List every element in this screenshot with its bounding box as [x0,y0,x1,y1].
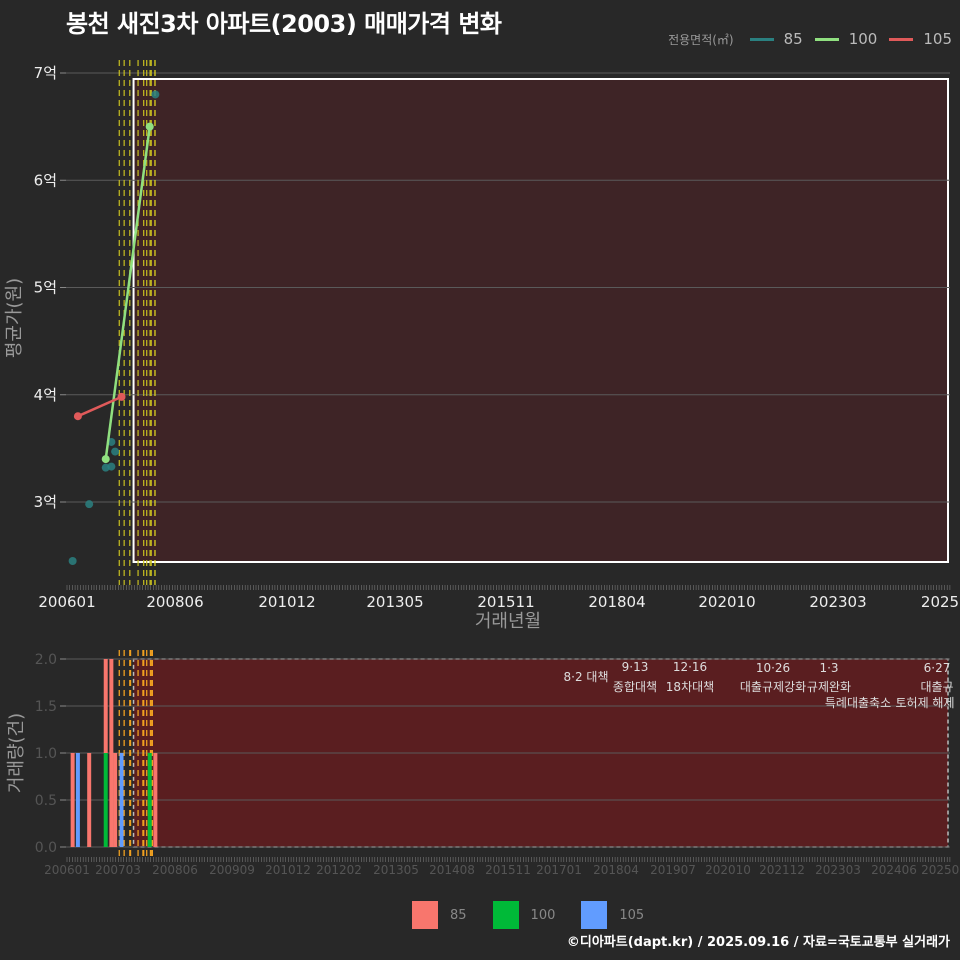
x-tick-label: 200703 [95,863,141,877]
x-tick-label: 201305 [373,863,419,877]
x-tick-label: 201305 [366,593,423,611]
annotation-text: 대출규 [920,680,953,694]
y-tick-label: 4억 [34,386,57,404]
x-tick-label: 201408 [429,863,475,877]
x-tick-label: 202010 [705,863,751,877]
data-point-85 [151,90,160,99]
x-tick-label: 200909 [209,863,255,877]
x-axis-title: 거래년월 [475,611,541,632]
legend-box-100 [492,901,519,929]
x-tick-label: 201511 [477,593,534,611]
x-tick-label: 201511 [485,863,531,877]
annotation-text: 특례대출축소 [825,696,891,710]
y-axis-title: 평균가(원) [4,278,25,358]
bar-85 [109,659,114,847]
annotation-date: 9·13 [622,660,649,674]
x-tick-label: 200806 [146,593,203,611]
x-tick-label: 202010 [698,593,755,611]
legend-top: 전용면적(㎡) 85 100 105 [668,30,952,48]
series-line-100 [104,126,151,460]
x-tick-label: 200806 [152,863,198,877]
x-tick-label: 202303 [815,863,861,877]
data-point-85 [107,462,116,471]
data-point-105 [117,392,126,401]
x-tick-label: 201012 [265,863,311,877]
bar-105 [75,753,80,847]
annotation-text: 종합대책 [613,679,657,694]
legend-label-105: 105 [923,30,952,48]
x-tick-label: 202406 [871,863,917,877]
y-tick-label: 1.0 [35,746,57,762]
legend-label-85: 85 [783,30,803,48]
x-tick-label: 200601 [44,863,90,877]
x-tick-label: 2025 [921,593,959,611]
annotation-text: 규제완화 [807,680,851,694]
annotation-text: 대출규제강화 [740,680,806,694]
annotation-date: 9·7 [848,0,867,3]
data-point-85 [85,500,94,509]
bar-85 [103,659,108,753]
x-tick-label: 202112 [759,863,805,877]
bar-85 [87,753,92,847]
bar-85 [70,753,75,847]
annotation-text: 8·2 대책 [564,669,609,684]
y-tick-label: 5억 [34,279,57,297]
bar-100 [103,753,108,847]
x-tick-label: 201804 [593,863,639,877]
x-tick-label: 201804 [588,593,645,611]
legend-label-100: 100 [848,30,878,48]
data-point-85 [68,556,77,565]
footer-credit: ©디아파트(dapt.kr) / 2025.09.16 / 자료=국토교통부 실… [566,935,950,950]
annotation-date: 12·16 [673,660,707,674]
y-axis-title: 거래량(건) [6,713,27,793]
annotation-text: 토허제 해제 [895,696,954,710]
y-tick-label: 7억 [34,64,57,82]
annotation-date: 10·26 [756,661,790,675]
x-tick-label: 201701 [536,863,582,877]
bar-85 [153,753,158,847]
legend-swatch-100 [814,37,839,41]
data-point-105 [73,412,82,421]
legend-box-105 [581,901,608,929]
y-tick-label: 2.0 [35,652,57,668]
bar-105 [119,753,124,847]
x-tick-label: 201202 [316,863,362,877]
legend-swatch-85 [749,37,774,41]
bar-85 [113,753,118,847]
data-point-100 [101,455,110,464]
bar-100 [147,753,152,847]
legend-title: 전용면적(㎡) [668,32,734,47]
y-tick-label: 6억 [34,171,57,189]
x-tick-label: 201907 [650,863,696,877]
x-tick-label: 201012 [258,593,315,611]
y-tick-label: 0.0 [35,840,57,856]
annotation-date: 1·3 [819,661,838,675]
x-tick-label: 202303 [809,593,866,611]
legend-bottom-label-105: 105 [619,907,645,923]
series-line-105 [77,395,123,418]
x-tick-label: 202508 [921,863,960,877]
annotation-text: 18차대책 [666,679,714,694]
x-tick-label: 200601 [38,593,95,611]
y-tick-label: 1.5 [35,699,57,715]
legend-bottom-label-100: 100 [530,907,556,923]
data-point-100 [145,122,154,131]
legend-bottom-label-85: 85 [450,907,467,923]
chart-title: 봉천 새진3차 아파트(2003) 매매가격 변화 [66,10,502,38]
legend-box-85 [412,901,438,929]
highlight-box [132,78,949,563]
legend-swatch-105 [889,37,914,41]
y-tick-label: 0.5 [35,793,57,809]
annotation-date: 6·27 [924,661,951,675]
y-tick-label: 3억 [34,493,57,511]
data-point-85 [111,447,120,456]
legend-bottom: 85 100 105 [412,901,670,929]
